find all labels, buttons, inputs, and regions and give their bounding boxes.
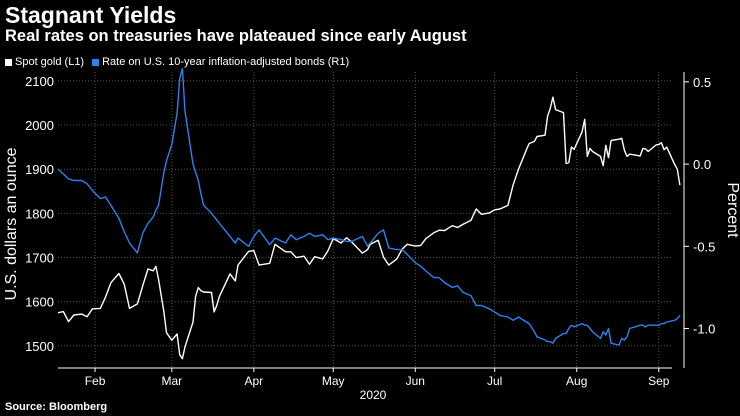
x-tick-label: Feb [85, 374, 106, 388]
x-tick-label: Jun [406, 374, 425, 388]
left-tick-label: 2000 [25, 118, 54, 133]
left-tick-label: 1800 [25, 206, 54, 221]
series-line-spot-gold [57, 96, 681, 360]
series-line-real-rate [57, 67, 681, 346]
x-axis-year-label: 2020 [360, 388, 387, 402]
source-label: Source: [5, 401, 46, 413]
right-tick-label: 0.0 [693, 157, 711, 172]
x-tick-label: Apr [245, 374, 264, 388]
legend: Spot gold (L1) Rate on U.S. 10-year infl… [5, 56, 357, 68]
x-tick-label: Jul [487, 374, 502, 388]
series-layer [57, 67, 681, 360]
legend-item-real-rate: Rate on U.S. 10-year inflation-adjusted … [92, 56, 349, 68]
source-note: Source: Bloomberg [5, 401, 107, 413]
left-axis-title: U.S. dollars an ounce [3, 147, 20, 300]
x-tick-label: Sep [648, 374, 670, 388]
left-tick-label: 1900 [25, 162, 54, 177]
right-tick-label: -0.5 [693, 239, 715, 254]
legend-label-gold: Spot gold (L1) [15, 56, 85, 68]
left-tick-label: 1500 [25, 339, 54, 354]
label-layer: 1500 1600 1700 1800 1900 2000 2100 Feb Mar Apr May… [3, 74, 740, 402]
chart-subtitle: Real rates on treasuries have plateaued … [5, 27, 467, 45]
source-value: Bloomberg [49, 401, 108, 413]
right-tick-label: -1.0 [693, 322, 715, 337]
x-tick-label: Aug [566, 374, 587, 388]
legend-label-real-rate: Rate on U.S. 10-year inflation-adjusted … [102, 56, 350, 68]
legend-item-gold: Spot gold (L1) [5, 56, 84, 68]
x-tick-label: Mar [161, 374, 182, 388]
left-tick-label: 1600 [25, 295, 54, 310]
axis-layer [58, 72, 689, 372]
left-tick-label: 1700 [25, 251, 54, 266]
chart-title: Stagnant Yields [5, 2, 177, 28]
right-axis-title: Percent [724, 182, 740, 238]
legend-swatch-real-rate [92, 58, 100, 66]
grid-layer [58, 72, 672, 368]
x-tick-label: May [322, 374, 345, 388]
right-tick-label: 0.5 [693, 75, 711, 90]
left-tick-label: 2100 [25, 74, 54, 89]
legend-swatch-gold [5, 58, 12, 66]
